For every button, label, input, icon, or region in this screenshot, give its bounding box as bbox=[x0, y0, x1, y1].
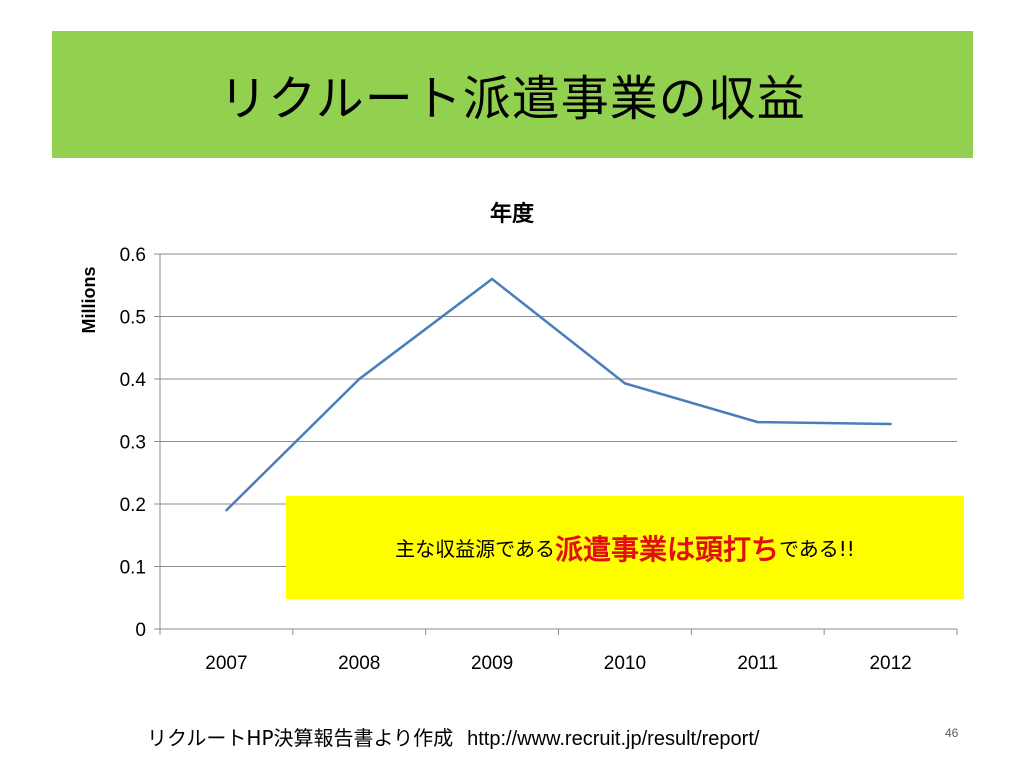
y-tick-label: 0.4 bbox=[120, 370, 147, 391]
callout-prefix: 主な収益源である bbox=[395, 537, 555, 561]
x-tick-label: 2008 bbox=[338, 653, 380, 674]
y-tick-label: 0.1 bbox=[120, 558, 146, 579]
data-point bbox=[490, 277, 494, 281]
data-point bbox=[225, 509, 228, 512]
title-bar: リクルート派遣事業の収益 bbox=[52, 31, 973, 158]
data-point bbox=[623, 382, 627, 385]
footer-source: リクルートHP決算報告書より作成 http://www.recruit.jp/re… bbox=[147, 722, 759, 751]
data-point bbox=[889, 422, 892, 426]
x-tick-label: 2010 bbox=[604, 653, 646, 674]
callout-suffix: である!! bbox=[778, 537, 855, 561]
callout-emphasis: 派遣事業は頭打ち bbox=[554, 532, 779, 566]
y-tick-label: 0.5 bbox=[120, 308, 146, 329]
y-tick-label: 0.6 bbox=[120, 245, 146, 266]
x-tick-label: 2009 bbox=[471, 653, 513, 674]
source-url[interactable]: http://www.recruit.jp/result/report/ bbox=[467, 728, 760, 750]
chart-title: 年度 bbox=[490, 201, 535, 227]
y-tick-label: 0.2 bbox=[120, 495, 146, 516]
page-number: 46 bbox=[945, 726, 959, 740]
slide-title: リクルート派遣事業の収益 bbox=[219, 71, 806, 127]
series-line bbox=[225, 277, 891, 512]
y-tick-label: 0 bbox=[135, 620, 146, 641]
y-tick-label: 0.3 bbox=[120, 433, 146, 454]
x-tick-label: 2007 bbox=[205, 653, 247, 674]
x-tick-label: 2011 bbox=[737, 653, 778, 674]
data-point bbox=[756, 420, 759, 424]
y-axis-label: Millions bbox=[79, 267, 99, 334]
callout-box: 主な収益源である 派遣事業は頭打ち である!! bbox=[286, 496, 964, 599]
source-note: リクルートHP決算報告書より作成 bbox=[147, 726, 454, 750]
data-point bbox=[358, 377, 361, 381]
x-tick-label: 2012 bbox=[869, 653, 911, 674]
